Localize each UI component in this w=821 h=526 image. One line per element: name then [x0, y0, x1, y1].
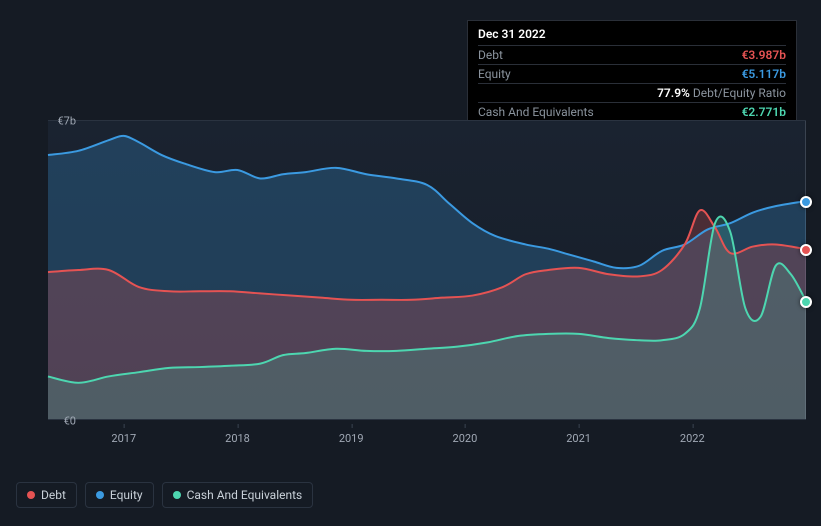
x-axis-label: 2021 — [566, 432, 591, 445]
tooltip-value: €3.987b — [742, 48, 786, 62]
tooltip-label: Debt — [478, 48, 503, 62]
tooltip-row: Cash And Equivalents €2.771b — [478, 103, 786, 121]
tooltip-row: 77.9% Debt/Equity Ratio — [478, 84, 786, 103]
legend-item-equity[interactable]: Equity — [85, 482, 154, 508]
tooltip-value: €2.771b — [742, 105, 786, 119]
tooltip-value: €5.117b — [742, 67, 786, 81]
legend-label: Cash And Equivalents — [187, 488, 303, 502]
x-axis-label: 2022 — [680, 432, 705, 445]
chart-plot-area[interactable]: €7b€0 — [48, 120, 806, 420]
legend-label: Debt — [41, 488, 66, 502]
series-marker-cash-and-equivalents — [800, 296, 812, 308]
series-marker-equity — [800, 196, 812, 208]
x-axis-label: 2018 — [225, 432, 250, 445]
tooltip-row: Debt €3.987b — [478, 46, 786, 65]
legend-item-cash-and-equivalents[interactable]: Cash And Equivalents — [162, 482, 314, 508]
chart-container: €7b€0 201720182019202020212022 — [16, 120, 806, 420]
x-axis-label: 2017 — [111, 432, 136, 445]
legend-dot-icon — [173, 491, 181, 499]
x-axis-label: 2020 — [453, 432, 478, 445]
series-marker-debt — [800, 244, 812, 256]
x-axis-label: 2019 — [339, 432, 364, 445]
legend-dot-icon — [96, 491, 104, 499]
legend-label: Equity — [110, 488, 143, 502]
tooltip-label: Equity — [478, 67, 511, 81]
tooltip-date: Dec 31 2022 — [478, 27, 786, 46]
y-axis-label: €0 — [64, 415, 76, 428]
chart-tooltip: Dec 31 2022 Debt €3.987b Equity €5.117b 77.9%… — [467, 20, 797, 128]
x-axis: 2017 2018 2019 2020 2021 2022 — [48, 428, 806, 448]
tooltip-row: Equity €5.117b — [478, 65, 786, 84]
legend-item-debt[interactable]: Debt — [16, 482, 77, 508]
tooltip-ratio: 77.9% Debt/Equity Ratio — [657, 86, 786, 100]
tooltip-label: Cash And Equivalents — [478, 105, 594, 119]
chart-legend: Debt Equity Cash And Equivalents — [16, 482, 313, 508]
legend-dot-icon — [27, 491, 35, 499]
y-axis-label: €7b — [57, 115, 76, 128]
